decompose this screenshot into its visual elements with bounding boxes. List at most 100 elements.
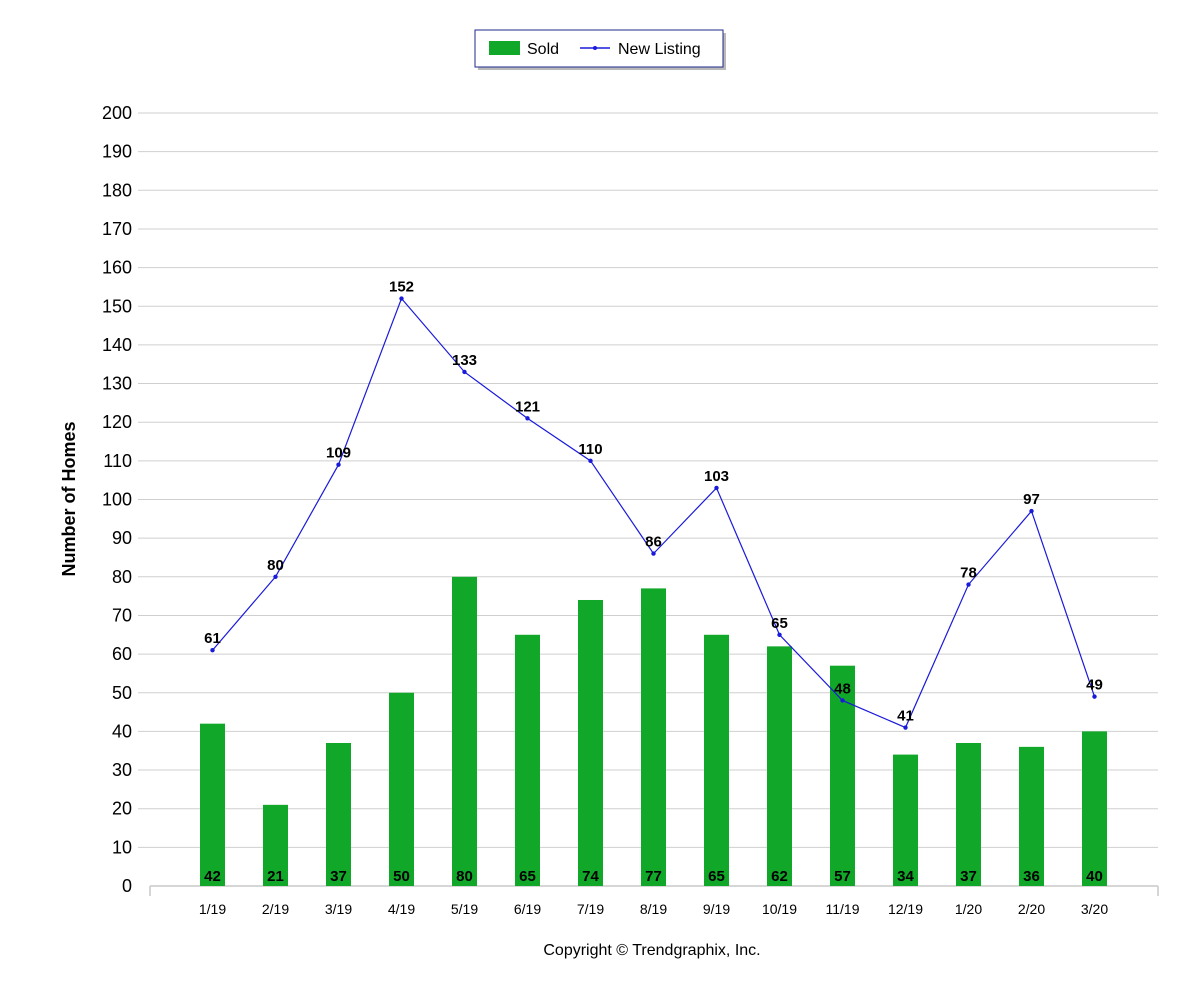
sold-bar (893, 754, 918, 886)
x-tick-label: 2/20 (1018, 901, 1045, 917)
sold-bar-value-label: 50 (393, 868, 410, 885)
new-listing-line: 61 80 109 152 133 121 110 86 103 65 48 41 78 97 49 (204, 279, 1103, 730)
legend-swatch-sold (489, 41, 520, 55)
sold-bar (389, 692, 414, 886)
y-tick-label: 60 (112, 644, 132, 664)
new-listing-point (1092, 694, 1097, 699)
copyright-text: Copyright © Trendgraphix, Inc. (543, 942, 760, 959)
new-listing-value-label: 65 (771, 615, 788, 632)
sold-bar-value-label: 80 (456, 868, 473, 885)
new-listing-value-label: 41 (897, 708, 914, 725)
sold-bar-value-label: 42 (204, 868, 221, 885)
sold-bar (515, 634, 540, 886)
new-listing-value-label: 110 (578, 441, 602, 458)
y-tick-label: 110 (103, 451, 132, 471)
sold-bar (704, 634, 729, 886)
new-listing-point (840, 698, 845, 703)
sold-bar-value-label: 57 (834, 868, 851, 885)
new-listing-point (399, 296, 404, 301)
y-tick-label: 40 (112, 721, 132, 741)
y-tick-label: 100 (102, 490, 132, 510)
new-listing-point (777, 632, 782, 637)
new-listing-value-label: 49 (1086, 677, 1103, 694)
sold-bar-value-label: 65 (708, 868, 725, 885)
y-tick-label: 70 (112, 605, 132, 625)
x-axis (149, 885, 1159, 896)
sold-bar (263, 804, 288, 886)
x-tick-label: 1/20 (955, 901, 982, 917)
sold-bar-value-label: 21 (267, 868, 284, 885)
sold-bar (578, 599, 603, 886)
legend-swatch-new-listing-marker (593, 46, 597, 50)
x-axis-ticks: 1/19 2/19 3/19 4/19 5/19 6/19 7/19 8/19 9/19 10/1… (199, 901, 1108, 917)
x-tick-label: 9/19 (703, 901, 730, 917)
x-tick-label: 3/19 (325, 901, 352, 917)
y-tick-label: 140 (102, 335, 132, 355)
new-listing-point (903, 725, 908, 730)
y-tick-label: 80 (112, 567, 132, 587)
new-listing-point (714, 485, 719, 491)
new-listing-point (588, 458, 593, 464)
x-tick-label: 6/19 (514, 901, 541, 917)
x-tick-label: 3/20 (1081, 901, 1108, 917)
sold-bar-value-label: 37 (960, 868, 977, 885)
new-listing-value-label: 152 (389, 279, 414, 296)
new-listing-point (210, 648, 215, 653)
y-axis-ticks: 0 10 20 30 40 50 60 70 80 90 100 110 120 130 140 150 160… (102, 103, 132, 896)
sold-bar-value-label: 65 (519, 868, 536, 885)
new-listing-value-label: 103 (704, 468, 729, 485)
new-listing-point (462, 369, 467, 375)
y-tick-label: 20 (112, 799, 132, 819)
sold-bar-value-label: 40 (1086, 868, 1103, 885)
grid-lines (138, 112, 1158, 848)
x-tick-label: 5/19 (451, 901, 478, 917)
y-tick-label: 0 (122, 876, 132, 896)
y-tick-label: 120 (102, 412, 132, 432)
sold-bar (1082, 731, 1107, 886)
new-listing-value-label: 97 (1023, 491, 1040, 508)
new-listing-value-label: 61 (204, 630, 221, 647)
new-listing-point (1029, 508, 1034, 514)
sold-bar (200, 723, 225, 886)
new-listing-value-label: 86 (645, 534, 662, 551)
legend-label-new-listing: New Listing (618, 41, 701, 58)
y-tick-label: 150 (102, 296, 132, 316)
new-listing-point (273, 574, 278, 579)
new-listing-value-label: 121 (515, 398, 540, 415)
new-listing-value-label: 78 (960, 565, 977, 582)
sold-bar-value-label: 62 (771, 868, 788, 885)
new-listing-point (651, 551, 656, 556)
sold-bar (326, 742, 351, 886)
y-tick-label: 180 (102, 180, 132, 200)
sold-bar (452, 576, 477, 886)
y-tick-label: 30 (112, 760, 132, 780)
new-listing-point (966, 582, 971, 587)
new-listing-value-label: 109 (326, 445, 351, 462)
sold-bars: 42 21 37 50 80 65 74 77 65 62 57 34 37 36 40 (200, 576, 1107, 886)
x-tick-label: 7/19 (577, 901, 604, 917)
x-tick-label: 1/19 (199, 901, 226, 917)
y-tick-label: 160 (102, 258, 132, 278)
x-tick-label: 12/19 (888, 901, 923, 917)
new-listing-value-label: 80 (267, 557, 284, 574)
sold-bar-value-label: 34 (897, 868, 914, 885)
y-tick-label: 200 (102, 103, 132, 123)
y-tick-label: 190 (102, 142, 132, 162)
sold-bar-value-label: 74 (582, 868, 599, 885)
sold-bar (956, 742, 981, 886)
x-tick-label: 4/19 (388, 901, 415, 917)
sold-bar (641, 588, 666, 886)
new-listing-point (525, 416, 530, 421)
y-axis-label: Number of Homes (59, 421, 79, 576)
sold-bar-value-label: 77 (645, 868, 662, 885)
new-listing-point (336, 462, 341, 467)
y-tick-label: 90 (112, 528, 132, 548)
sold-bar (767, 646, 792, 886)
new-listing-value-label: 48 (834, 680, 851, 697)
new-listing-value-label: 133 (452, 352, 477, 369)
sold-bar (1019, 746, 1044, 886)
sold-bar-value-label: 37 (330, 868, 347, 885)
x-tick-label: 10/19 (762, 901, 797, 917)
y-tick-label: 130 (102, 374, 132, 394)
